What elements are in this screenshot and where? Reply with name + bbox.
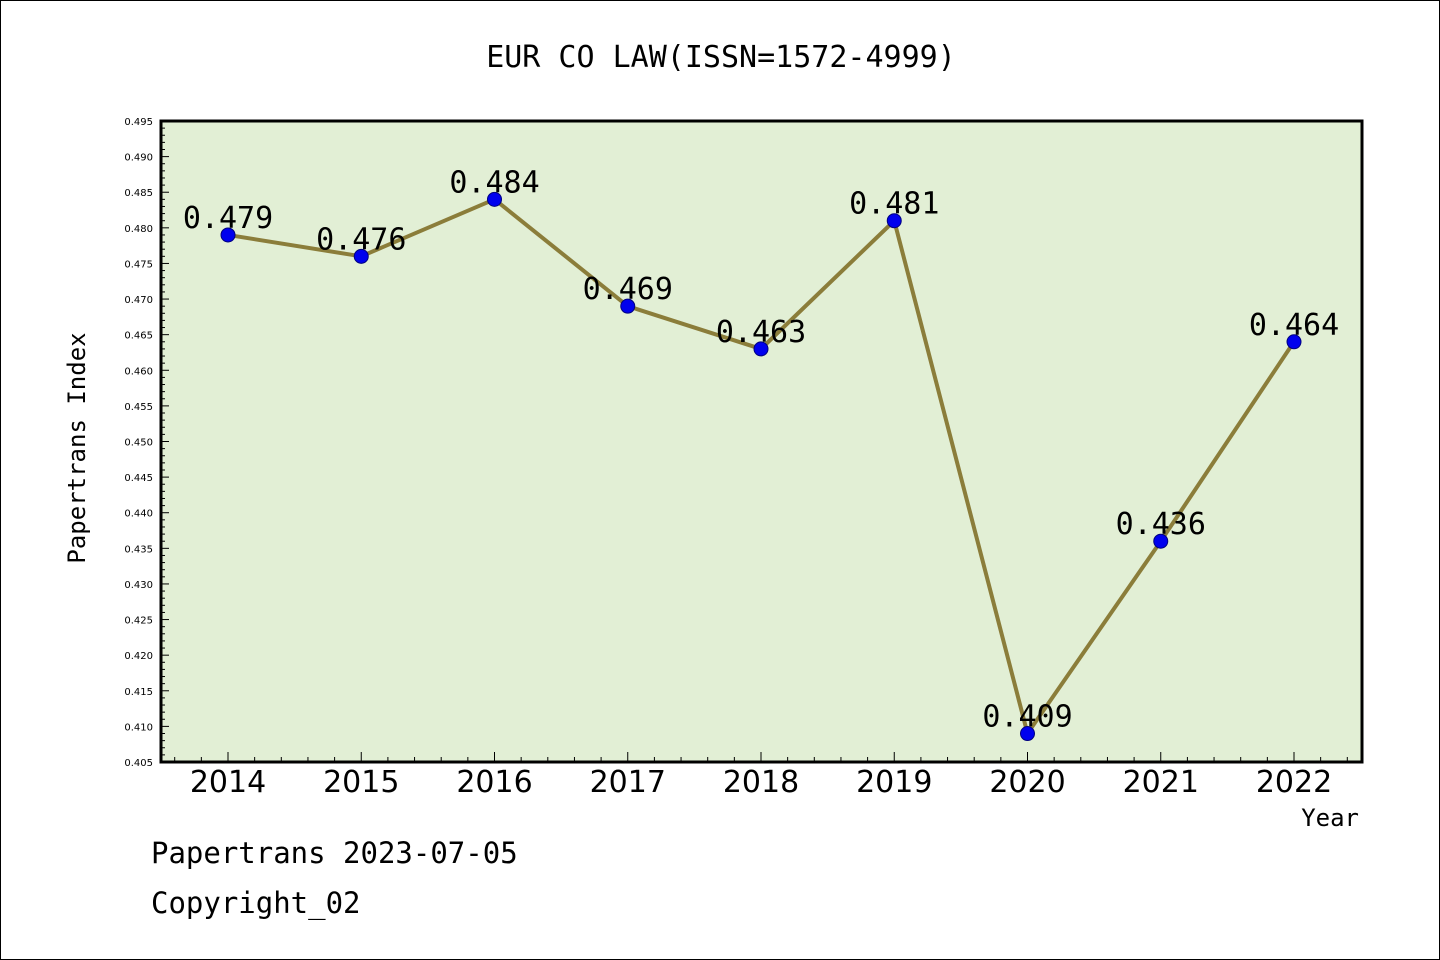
data-label-layer: 0.479 0.476 0.484 0.469 0.463 0.481 0.409 0.436…	[183, 165, 1339, 734]
y-axis-title: Papertrans Index	[63, 332, 91, 563]
data-point	[620, 298, 636, 314]
y-tick-label: 0.405	[124, 758, 153, 769]
plot-area	[159, 119, 1364, 764]
y-tick-label: 0.410	[124, 722, 153, 733]
data-point	[220, 227, 236, 243]
data-label: 0.469	[583, 272, 673, 307]
data-point	[753, 341, 769, 357]
y-tick-label: 0.430	[124, 580, 153, 591]
y-tick-label: 0.475	[124, 259, 153, 270]
data-label: 0.481	[849, 187, 939, 222]
y-tick-label: 0.495	[124, 117, 153, 128]
data-point	[1286, 334, 1302, 350]
data-label: 0.464	[1249, 308, 1339, 343]
x-tick-label: 2014	[190, 765, 266, 800]
x-tick-label: 2019	[856, 765, 932, 800]
y-axis: 0.405 0.410 0.415 0.420 0.425 0.430 0.435 0.440…	[124, 117, 169, 769]
data-point	[886, 213, 902, 229]
y-tick-label: 0.470	[124, 295, 153, 306]
y-tick-label: 0.415	[124, 687, 153, 698]
y-tick-label: 0.445	[124, 473, 153, 484]
x-tick-label: 2018	[723, 765, 799, 800]
data-point	[1020, 726, 1035, 742]
x-tick-label: 2021	[1123, 765, 1199, 800]
x-axis: 2014 2015 2016 2017 2018 2019 2020 2021 2022	[174, 752, 1348, 800]
data-label: 0.409	[982, 700, 1072, 735]
data-label: 0.436	[1116, 507, 1206, 542]
data-label: 0.484	[449, 165, 539, 200]
y-tick-label: 0.450	[124, 438, 153, 449]
x-tick-label: 2020	[989, 765, 1065, 800]
data-point	[1153, 533, 1169, 549]
y-tick-label: 0.435	[124, 544, 153, 555]
y-tick-label: 0.455	[124, 402, 153, 413]
x-tick-label: 2017	[590, 765, 666, 800]
y-tick-label: 0.460	[124, 366, 153, 377]
footer-copyright: Copyright_02	[151, 886, 361, 920]
x-tick-label: 2016	[456, 765, 532, 800]
x-tick-label: 2015	[323, 765, 399, 800]
y-tick-label: 0.425	[124, 616, 153, 627]
data-point	[487, 191, 502, 207]
y-tick-label: 0.480	[124, 224, 153, 235]
series-layer	[220, 191, 1302, 742]
y-tick-label: 0.490	[124, 153, 153, 164]
footer-date: Papertrans 2023-07-05	[151, 836, 518, 870]
x-tick-label: 2022	[1256, 765, 1332, 800]
y-tick-label: 0.420	[124, 651, 153, 662]
data-label: 0.476	[316, 222, 406, 257]
chart-title: EUR CO LAW(ISSN=1572-4999)	[486, 40, 956, 75]
data-point	[353, 248, 369, 264]
y-tick-label: 0.440	[124, 509, 153, 520]
data-label: 0.479	[183, 201, 273, 236]
x-axis-title: Year	[1301, 804, 1359, 832]
y-tick-label: 0.465	[124, 331, 153, 342]
y-tick-label: 0.485	[124, 188, 153, 199]
data-label: 0.463	[716, 315, 806, 350]
